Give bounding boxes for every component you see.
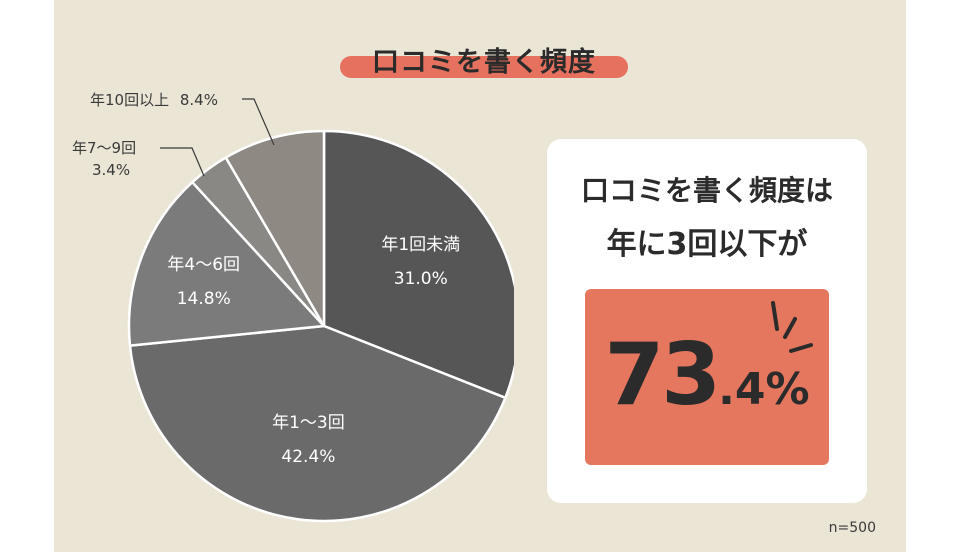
summary-callout: 口コミを書く頻度は 年に3回以下が 73.4% xyxy=(547,139,867,503)
sample-size-note: n=500 xyxy=(828,520,876,536)
big-value-decimal: .4% xyxy=(718,364,810,415)
chart-title: 口コミを書く頻度 xyxy=(372,47,596,78)
title-highlight-bar xyxy=(340,56,628,78)
big-value-integer: 73 xyxy=(604,325,721,425)
infographic-canvas: 口コミを書く頻度 年1回未満 31.0% 年1～3回 42.4% 年4～6回 14.8% … xyxy=(54,0,906,552)
pie-slice-2 xyxy=(128,324,507,523)
callout-value-box: 73.4% xyxy=(585,289,829,465)
slice-label-3: 年4～6回 xyxy=(167,255,240,275)
slice-10plus-name: 年10回以上 xyxy=(90,91,169,109)
slice-value-1: 31.0% xyxy=(394,269,448,289)
slice-label-1: 年1回未満 xyxy=(381,235,460,255)
slice-label-7to9: 年7～9回 xyxy=(72,139,136,157)
title-block: 口コミを書く頻度 xyxy=(334,36,634,80)
pie-slice-5 xyxy=(224,129,326,328)
slice-label-2: 年1～3回 xyxy=(272,413,345,433)
slice-value-7to9: 3.4% xyxy=(92,161,130,179)
leader-line-10plus xyxy=(242,98,275,146)
leader-line-7to9 xyxy=(160,147,205,177)
callout-big-value: 73.4% xyxy=(585,325,829,425)
pie-slices xyxy=(127,129,514,523)
pie-slice-3 xyxy=(127,180,326,347)
emphasis-burst-icon xyxy=(771,301,813,353)
callout-line-1: 口コミを書く頻度は xyxy=(580,174,833,207)
slice-10plus-value: 8.4% xyxy=(180,91,218,109)
pie-slice-1 xyxy=(322,129,514,400)
slice-label-10plus: 年10回以上 8.4% xyxy=(90,91,218,109)
slice-value-3: 14.8% xyxy=(177,289,231,309)
pie-outside-labels: 年10回以上 8.4% 年7～9回 3.4% xyxy=(72,91,275,179)
callout-line-2: 年に3回以下が xyxy=(606,227,808,262)
pie-inside-labels: 年1回未満 31.0% 年1～3回 42.4% 年4～6回 14.8% xyxy=(167,235,460,467)
slice-value-2: 42.4% xyxy=(281,447,335,467)
pie-chart: 年1回未満 31.0% 年1～3回 42.4% 年4～6回 14.8% 年10回以上 8.… xyxy=(72,91,514,523)
